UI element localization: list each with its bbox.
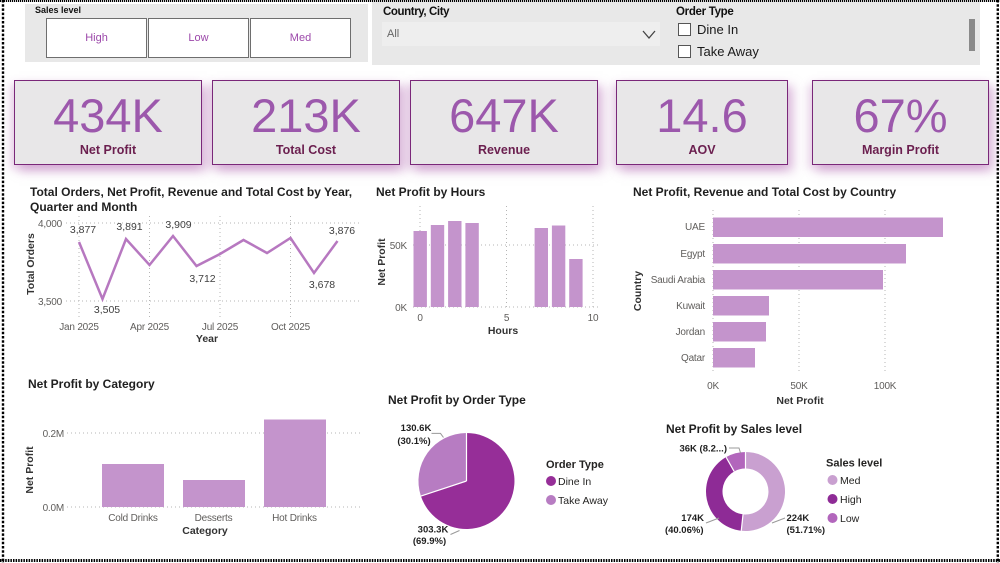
svg-text:Hours: Hours	[488, 325, 518, 337]
svg-text:3,505: 3,505	[94, 304, 120, 316]
svg-text:Take Away: Take Away	[558, 495, 609, 507]
svg-text:Total Orders: Total Orders	[25, 233, 37, 295]
svg-text:50K: 50K	[790, 381, 808, 392]
svg-text:Low: Low	[840, 513, 860, 525]
svg-text:Desserts: Desserts	[195, 513, 233, 524]
svg-text:Net Profit by Sales level: Net Profit by Sales level	[666, 422, 802, 436]
svg-text:Quarter and Month: Quarter and Month	[30, 200, 137, 214]
svg-text:Category: Category	[182, 525, 228, 537]
svg-text:(51.71%): (51.71%)	[787, 525, 826, 536]
svg-text:3,678: 3,678	[309, 279, 335, 291]
svg-text:Net Profit: Net Profit	[24, 446, 36, 494]
svg-text:Net Profit by Order Type: Net Profit by Order Type	[388, 393, 526, 407]
svg-text:3,909: 3,909	[165, 219, 191, 231]
svg-text:130.6K: 130.6K	[401, 423, 432, 434]
svg-text:Net Profit: Net Profit	[776, 395, 824, 407]
svg-text:224K: 224K	[787, 513, 810, 524]
svg-text:50K: 50K	[390, 241, 408, 252]
svg-text:Year: Year	[196, 333, 218, 345]
svg-text:Order Type: Order Type	[546, 459, 604, 471]
svg-text:High: High	[840, 494, 862, 506]
svg-text:Med: Med	[840, 475, 861, 487]
svg-text:Jan 2025: Jan 2025	[59, 322, 99, 333]
svg-text:3,876: 3,876	[329, 225, 355, 237]
svg-text:100K: 100K	[874, 381, 897, 392]
svg-text:Kuwait: Kuwait	[676, 301, 705, 312]
svg-text:UAE: UAE	[685, 222, 705, 233]
svg-text:Dine In: Dine In	[558, 476, 591, 488]
svg-text:Jul 2025: Jul 2025	[202, 322, 239, 333]
svg-text:Jordan: Jordan	[676, 327, 705, 338]
svg-text:174K: 174K	[681, 513, 704, 524]
svg-text:Country: Country	[632, 271, 644, 311]
svg-text:3,891: 3,891	[116, 221, 142, 233]
svg-text:0: 0	[417, 313, 423, 324]
svg-text:Net Profit, Revenue and Total: Net Profit, Revenue and Total Cost by Co…	[633, 185, 896, 199]
svg-text:Egypt: Egypt	[680, 249, 705, 260]
svg-text:(40.06%): (40.06%)	[665, 525, 704, 536]
svg-text:Net Profit by Hours: Net Profit by Hours	[376, 185, 486, 199]
svg-text:303.3K: 303.3K	[418, 525, 449, 536]
svg-text:Sales level: Sales level	[826, 458, 882, 470]
svg-text:Hot Drinks: Hot Drinks	[272, 513, 317, 524]
svg-text:36K (8.2...): 36K (8.2...)	[679, 444, 727, 455]
svg-text:5: 5	[504, 313, 510, 324]
svg-text:0.2M: 0.2M	[43, 429, 64, 440]
svg-text:10: 10	[588, 313, 599, 324]
svg-text:3,500: 3,500	[38, 297, 63, 308]
svg-text:Apr 2025: Apr 2025	[130, 322, 170, 333]
svg-text:4,000: 4,000	[38, 219, 63, 230]
svg-text:(30.1%): (30.1%)	[397, 436, 430, 447]
svg-text:3,877: 3,877	[70, 224, 96, 236]
svg-text:Oct 2025: Oct 2025	[271, 322, 311, 333]
svg-text:Total Orders, Net Profit, Reve: Total Orders, Net Profit, Revenue and To…	[30, 185, 352, 199]
svg-text:(69.9%): (69.9%)	[413, 536, 446, 547]
svg-text:Qatar: Qatar	[681, 353, 706, 364]
svg-text:0.0M: 0.0M	[43, 503, 64, 514]
svg-text:Net Profit by Category: Net Profit by Category	[28, 377, 155, 391]
svg-text:Cold Drinks: Cold Drinks	[108, 513, 158, 524]
svg-text:3,712: 3,712	[189, 273, 215, 285]
svg-text:Saudi Arabia: Saudi Arabia	[651, 275, 706, 286]
svg-text:0K: 0K	[707, 381, 719, 392]
svg-text:0K: 0K	[395, 303, 407, 314]
svg-text:Net Profit: Net Profit	[376, 238, 388, 286]
